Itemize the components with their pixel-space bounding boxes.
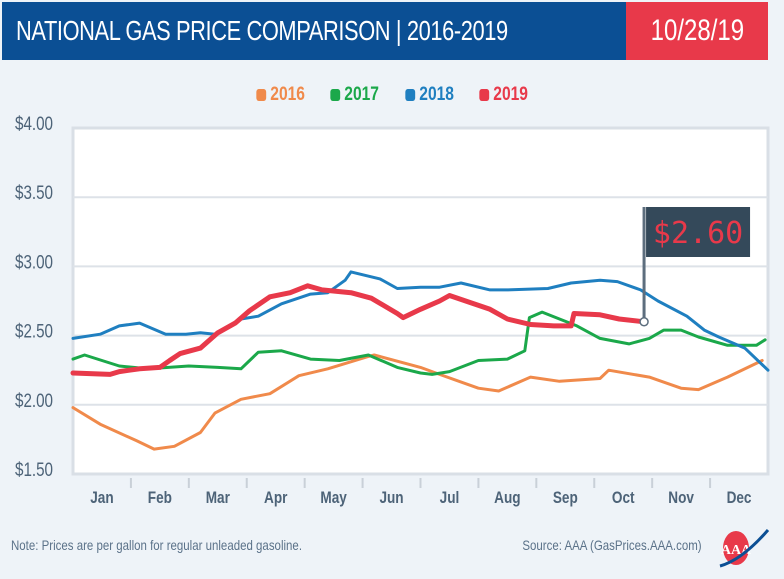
- source-text: Source: AAA (GasPrices.AAA.com): [522, 537, 702, 553]
- plot-area: [71, 126, 770, 476]
- legend-item-2016: 2016: [255, 84, 305, 106]
- aaa-logo: AAA: [719, 529, 770, 568]
- x-tick-label: Oct: [612, 489, 635, 508]
- chart-title-bar: NATIONAL GAS PRICE COMPARISON | 2016-201…: [2, 2, 626, 60]
- x-tick-label: Nov: [668, 489, 694, 508]
- series-line-2017: [71, 310, 767, 376]
- x-tick-label: Jul: [440, 489, 460, 508]
- date-label: 10/28/19: [650, 14, 744, 47]
- footnote: Note: Prices are per gallon for regular …: [11, 537, 303, 553]
- legend: 2016 2017 2018 2019: [0, 84, 784, 106]
- series-line-2016: [71, 353, 764, 451]
- x-tick-label: Jun: [379, 489, 403, 508]
- series-line-2018: [71, 270, 770, 372]
- legend-item-2017: 2017: [330, 84, 379, 106]
- chart-title: NATIONAL GAS PRICE COMPARISON | 2016-201…: [16, 15, 508, 46]
- legend-label: 2017: [344, 84, 380, 105]
- y-tick-label: $2.50: [15, 320, 53, 342]
- flag-value: $2.60: [653, 216, 743, 251]
- legend-swatch: [330, 89, 341, 101]
- legend-swatch: [479, 89, 490, 101]
- legend-item-2018: 2018: [404, 84, 454, 106]
- legend-label: 2018: [418, 84, 454, 105]
- x-tick-label: Apr: [264, 489, 287, 508]
- date-badge: 10/28/19: [626, 2, 768, 60]
- y-tick-label: $4.00: [15, 112, 53, 134]
- x-tick-label: Aug: [494, 489, 520, 508]
- y-tick-label: $1.50: [15, 458, 53, 480]
- x-tick-label: May: [320, 489, 347, 508]
- x-tick-label: Feb: [148, 489, 172, 508]
- x-tick-label: Sep: [553, 489, 578, 508]
- y-tick-label: $3.00: [15, 251, 53, 273]
- legend-item-2019: 2019: [479, 84, 529, 106]
- legend-label: 2016: [269, 84, 305, 105]
- x-tick-label: Dec: [727, 489, 752, 508]
- legend-swatch: [255, 89, 266, 101]
- legend-label: 2019: [493, 84, 529, 105]
- legend-swatch: [404, 89, 415, 101]
- y-tick-label: $2.00: [15, 389, 53, 411]
- series-line-2019: [70, 283, 647, 377]
- x-tick-label: Mar: [206, 489, 230, 508]
- y-tick-label: $3.50: [15, 182, 53, 204]
- x-tick-label: Jan: [90, 489, 113, 508]
- flag-box: [646, 207, 751, 257]
- current-price-marker: [639, 317, 649, 327]
